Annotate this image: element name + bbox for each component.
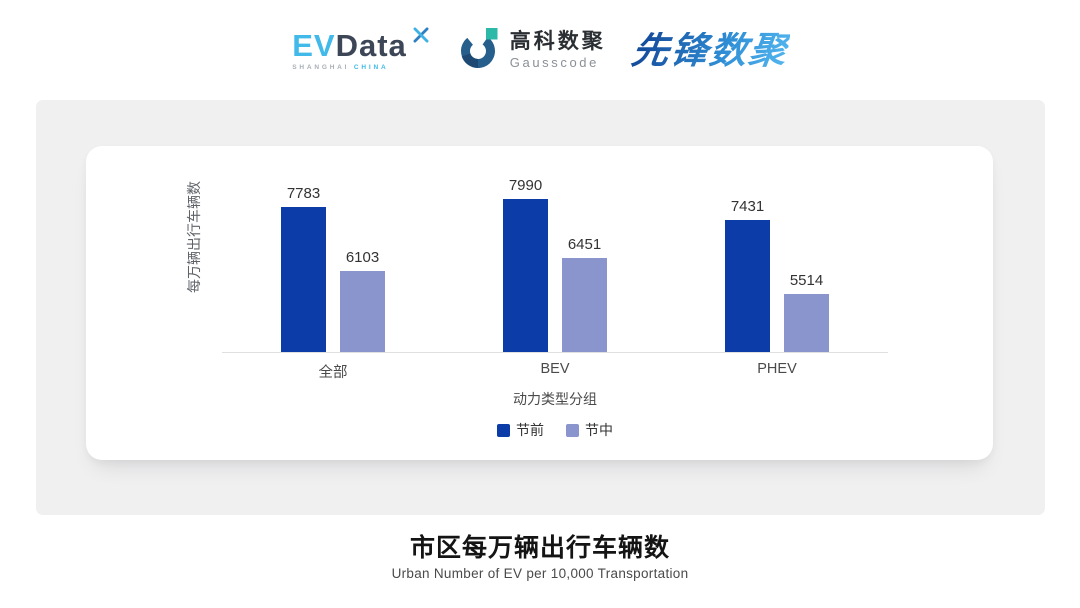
bar-value-label: 6103	[345, 249, 380, 266]
bar-group-PHEV: 7431 5514	[666, 149, 888, 352]
evdata-wordmark-data: Data	[335, 27, 407, 63]
bar-value-label: 6451	[567, 236, 602, 253]
chart-panel: 每万辆出行车辆数 7783 6103 7990 6451 7431 5514 全部 BEV P…	[36, 100, 1045, 515]
evdata-subtitle-china: CHINA	[353, 63, 389, 71]
gausscode-icon	[457, 25, 501, 76]
chart-card: 每万辆出行车辆数 7783 6103 7990 6451 7431 5514 全部 BEV P…	[86, 146, 993, 460]
evdata-wordmark-ev: EV	[292, 27, 336, 63]
bar-cell: 6451	[562, 149, 607, 352]
category-label-PHEV: PHEV	[757, 361, 797, 377]
y-axis-label: 每万辆出行车辆数	[186, 181, 202, 293]
evdata-subtitle-shanghai: SHANGHAI	[292, 63, 350, 71]
bar-group-全部: 7783 6103	[222, 149, 444, 352]
bar-group-BEV: 7990 6451	[444, 149, 666, 352]
bar-节中-全部	[340, 271, 385, 352]
evdata-logo: EV Data SHANGHAI CHINA	[292, 27, 431, 71]
bar-value-label: 5514	[789, 272, 824, 289]
bar-节前-全部	[281, 207, 326, 352]
bar-cell: 7990	[503, 149, 548, 352]
bar-value-label: 7990	[508, 177, 543, 194]
bar-节中-BEV	[562, 258, 607, 352]
legend-item-节中: 节中	[566, 420, 613, 440]
bar-节中-PHEV	[784, 294, 829, 352]
bar-cell: 6103	[340, 149, 385, 352]
category-label-全部: 全部	[318, 365, 348, 381]
bar-value-label: 7783	[286, 185, 321, 202]
evdata-star-icon	[409, 21, 433, 52]
legend-item-节前: 节前	[497, 420, 544, 440]
bar-节前-BEV	[503, 199, 548, 352]
gausscode-text: 高科数聚 Gausscode	[510, 30, 606, 69]
legend-swatch	[497, 423, 510, 437]
bar-cell: 5514	[784, 149, 829, 352]
legend-label: 节前	[516, 422, 544, 438]
chart-title: 市区每万辆出行车辆数	[409, 534, 670, 562]
legend-swatch	[566, 423, 579, 437]
bar-cell: 7431	[725, 149, 770, 352]
gausscode-name-en: Gausscode	[509, 54, 599, 70]
x-axis-label: 动力类型分组	[513, 391, 597, 407]
chart-subtitle: Urban Number of EV per 10,000 Transporta…	[391, 566, 689, 581]
x-axis-line	[222, 352, 888, 353]
category-label-BEV: BEV	[540, 361, 570, 377]
chart-legend: 节前 节中	[222, 420, 888, 440]
bar-plot-area: 7783 6103 7990 6451 7431 5514	[222, 149, 888, 352]
xianfeng-logo: 先锋数聚	[628, 29, 791, 71]
gausscode-logo: 高科数聚 Gausscode	[457, 25, 606, 76]
bar-value-label: 7431	[730, 198, 765, 215]
category-axis: 全部 BEV PHEV	[222, 361, 888, 382]
bar-cell: 7783	[281, 149, 326, 352]
evdata-subtitle: SHANGHAI CHINA	[292, 64, 388, 71]
bar-节前-PHEV	[725, 220, 770, 352]
gausscode-name-cn: 高科数聚	[509, 30, 606, 54]
legend-label: 节中	[585, 422, 613, 438]
logo-header: EV Data SHANGHAI CHINA	[0, 14, 1080, 86]
evdata-wordmark: EV Data	[292, 27, 431, 63]
